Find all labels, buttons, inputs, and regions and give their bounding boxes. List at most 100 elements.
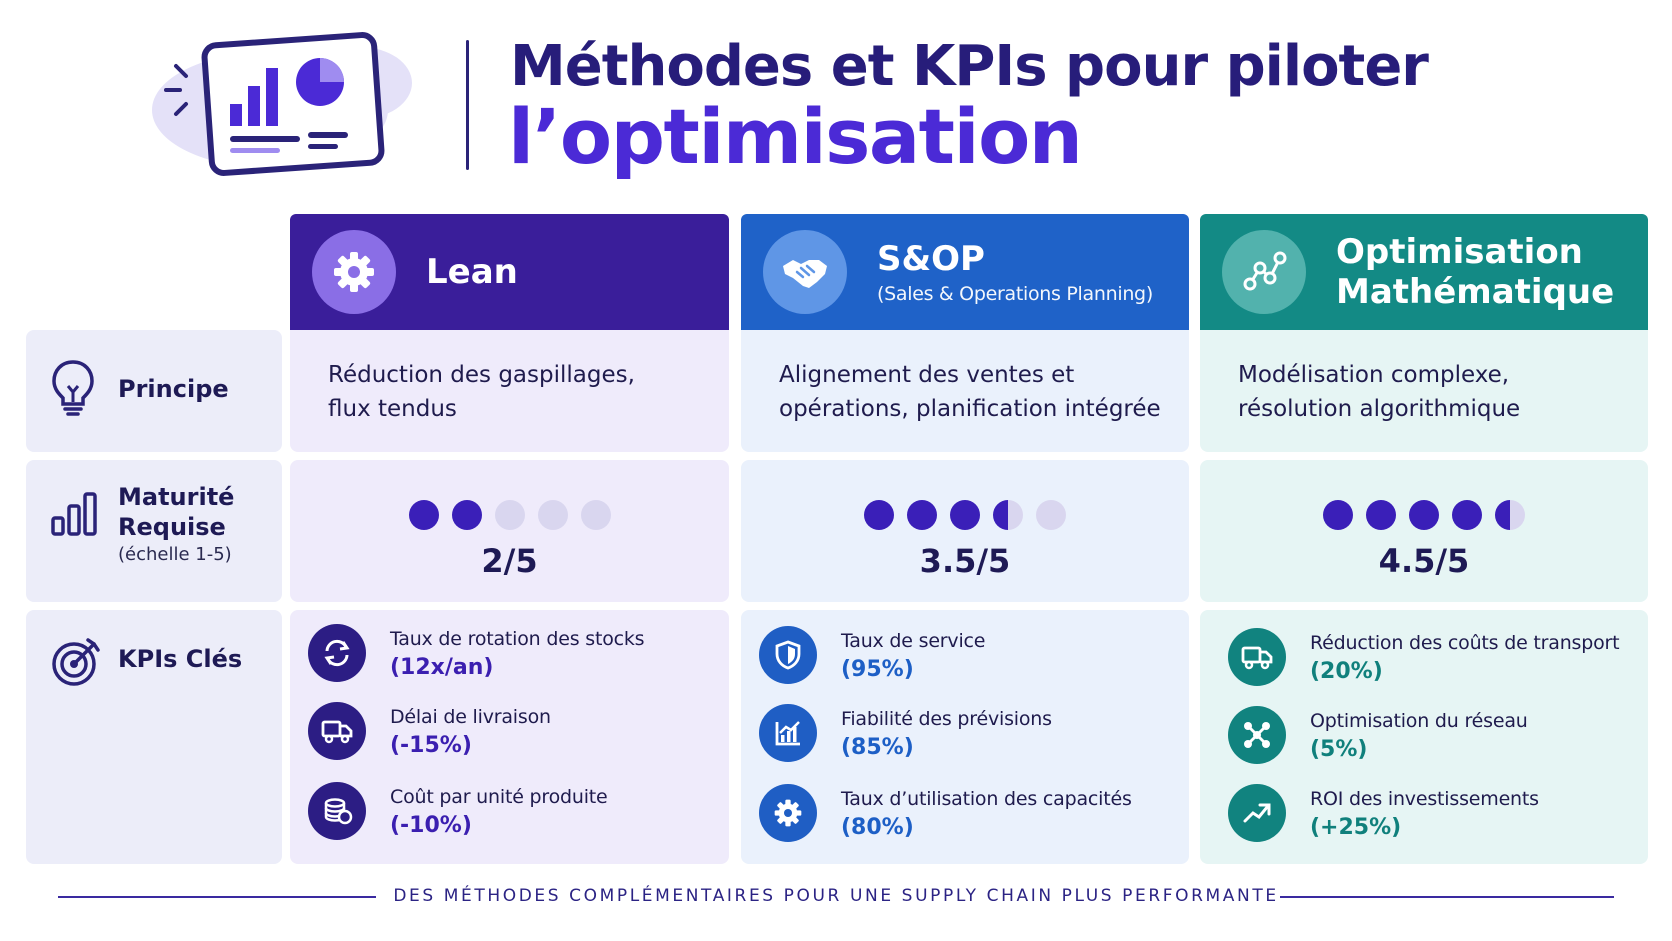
kpi-item: Optimisation du réseau (5%) — [1228, 706, 1528, 766]
coins-icon — [308, 782, 366, 840]
kpi-value: (-10%) — [390, 813, 472, 838]
method-name-sop: S&OP — [877, 239, 985, 279]
kpi-item: Délai de livraison (-15%) — [308, 702, 551, 762]
kpi-value: (80%) — [841, 815, 914, 840]
maturity-dot — [907, 500, 937, 530]
page-title-line2: l’optimisation — [508, 92, 1083, 181]
kpi-name: Délai de livraison — [390, 706, 551, 728]
kpi-cell-sop: Taux de service (95%) Fiabilité des prév… — [741, 610, 1189, 864]
kpi-cell-math: Réduction des coûts de transport (20%) O… — [1200, 610, 1648, 864]
maturity-dot — [864, 500, 894, 530]
maturity-score-sop: 3.5/5 — [919, 542, 1011, 580]
maturity-rating-sop — [741, 500, 1189, 530]
maturity-dot — [451, 500, 482, 530]
kpi-name: Fiabilité des prévisions — [841, 708, 1052, 730]
maturity-dot — [1323, 500, 1353, 530]
row-label-maturity-scale: (échelle 1-5) — [118, 544, 232, 565]
principle-math-line2: résolution algorithmique — [1238, 396, 1521, 422]
maturity-dot — [408, 500, 439, 530]
shield-icon — [759, 626, 817, 684]
maturity-dot — [1495, 500, 1525, 530]
column-header-math: Optimisation Mathématique — [1200, 214, 1648, 330]
maturity-dot — [494, 500, 525, 530]
principle-cell-sop: Alignement des ventes et opérations, pla… — [741, 330, 1189, 452]
kpi-value: (12x/an) — [390, 655, 494, 680]
maturity-dot — [1036, 500, 1066, 530]
method-name-math-line1: Optimisation — [1336, 232, 1583, 272]
maturity-cell-math: 4.5/5 — [1200, 460, 1648, 602]
gear-icon — [759, 784, 817, 842]
row-label-maturity-line2: Requise — [118, 513, 226, 541]
kpi-item: Coût par unité produite (-10%) — [308, 782, 608, 842]
lightbulb-icon — [52, 360, 94, 416]
refresh-icon — [308, 624, 366, 682]
footer-line-right — [1280, 896, 1614, 898]
maturity-rating-math — [1200, 500, 1648, 530]
kpi-value: (+25%) — [1310, 815, 1402, 840]
dashboard-illustration-icon — [152, 32, 412, 176]
principle-lean-line1: Réduction des gaspillages, — [328, 362, 635, 388]
principle-sop-line2: opérations, planification intégrée — [779, 396, 1161, 422]
footer-tagline: DES MÉTHODES COMPLÉMENTAIRES POUR UNE SU… — [393, 886, 1279, 906]
maturity-rating-lean — [290, 500, 729, 530]
kpi-item: ROI des investissements (+25%) — [1228, 784, 1539, 844]
truck-icon — [308, 702, 366, 760]
principle-cell-lean: Réduction des gaspillages, flux tendus — [290, 330, 729, 452]
kpi-value: (85%) — [841, 735, 914, 760]
kpi-name: Taux d’utilisation des capacités — [841, 788, 1132, 810]
row-label-principle: Principe — [26, 330, 282, 452]
maturity-dot — [1409, 500, 1439, 530]
network-icon — [1228, 706, 1286, 764]
principle-math-line1: Modélisation complexe, — [1238, 362, 1510, 388]
row-label-kpis-text: KPIs Clés — [118, 645, 243, 673]
method-name-lean: Lean — [426, 252, 518, 292]
page-title-line1: Méthodes et KPIs pour piloter — [510, 34, 1429, 99]
row-label-kpis: KPIs Clés — [26, 610, 282, 864]
header-divider — [466, 40, 469, 170]
maturity-score-math: 4.5/5 — [1378, 542, 1470, 580]
gear-icon — [312, 230, 396, 314]
maturity-dot — [1366, 500, 1396, 530]
kpi-value: (-15%) — [390, 733, 472, 758]
kpi-name: Taux de rotation des stocks — [390, 628, 645, 650]
kpi-value: (95%) — [841, 657, 914, 682]
trend-up-icon — [1228, 784, 1286, 842]
kpi-item: Taux de service (95%) — [759, 626, 985, 686]
method-name-math-line2: Mathématique — [1336, 272, 1615, 312]
maturity-dot — [537, 500, 568, 530]
maturity-dot — [1452, 500, 1482, 530]
principle-cell-math: Modélisation complexe, résolution algori… — [1200, 330, 1648, 452]
kpi-item: Fiabilité des prévisions (85%) — [759, 704, 1052, 764]
bar-chart-icon — [51, 492, 97, 536]
kpi-cell-lean: Taux de rotation des stocks (12x/an) Dél… — [290, 610, 729, 864]
kpi-item: Taux d’utilisation des capacités (80%) — [759, 784, 1132, 844]
principle-lean-line2: flux tendus — [328, 396, 457, 422]
kpi-value: (20%) — [1310, 659, 1383, 684]
nodes-icon — [1222, 230, 1306, 314]
kpi-name: Optimisation du réseau — [1310, 710, 1528, 732]
maturity-cell-sop: 3.5/5 — [741, 460, 1189, 602]
kpi-item: Réduction des coûts de transport (20%) — [1228, 628, 1620, 688]
chart-icon — [759, 704, 817, 762]
maturity-dot — [580, 500, 611, 530]
row-label-maturity: Maturité Requise (échelle 1-5) — [26, 460, 282, 602]
footer-line-left — [58, 896, 376, 898]
principle-sop-line1: Alignement des ventes et — [779, 362, 1075, 388]
target-icon — [52, 638, 100, 686]
maturity-score-lean: 2/5 — [481, 542, 538, 580]
column-header-sop: S&OP (Sales & Operations Planning) — [741, 214, 1189, 330]
maturity-dot — [950, 500, 980, 530]
handshake-icon — [763, 230, 847, 314]
maturity-dot — [993, 500, 1023, 530]
kpi-name: Coût par unité produite — [390, 786, 608, 808]
truck-icon — [1228, 628, 1286, 686]
kpi-value: (5%) — [1310, 737, 1368, 762]
kpi-item: Taux de rotation des stocks (12x/an) — [308, 624, 645, 684]
row-label-principle-text: Principe — [118, 375, 229, 403]
column-header-lean: Lean — [290, 214, 729, 330]
method-subtitle-sop: (Sales & Operations Planning) — [877, 283, 1153, 305]
kpi-name: Taux de service — [841, 630, 986, 652]
row-label-maturity-line1: Maturité — [118, 483, 235, 511]
kpi-name: Réduction des coûts de transport — [1310, 632, 1620, 654]
kpi-name: ROI des investissements — [1310, 788, 1539, 810]
